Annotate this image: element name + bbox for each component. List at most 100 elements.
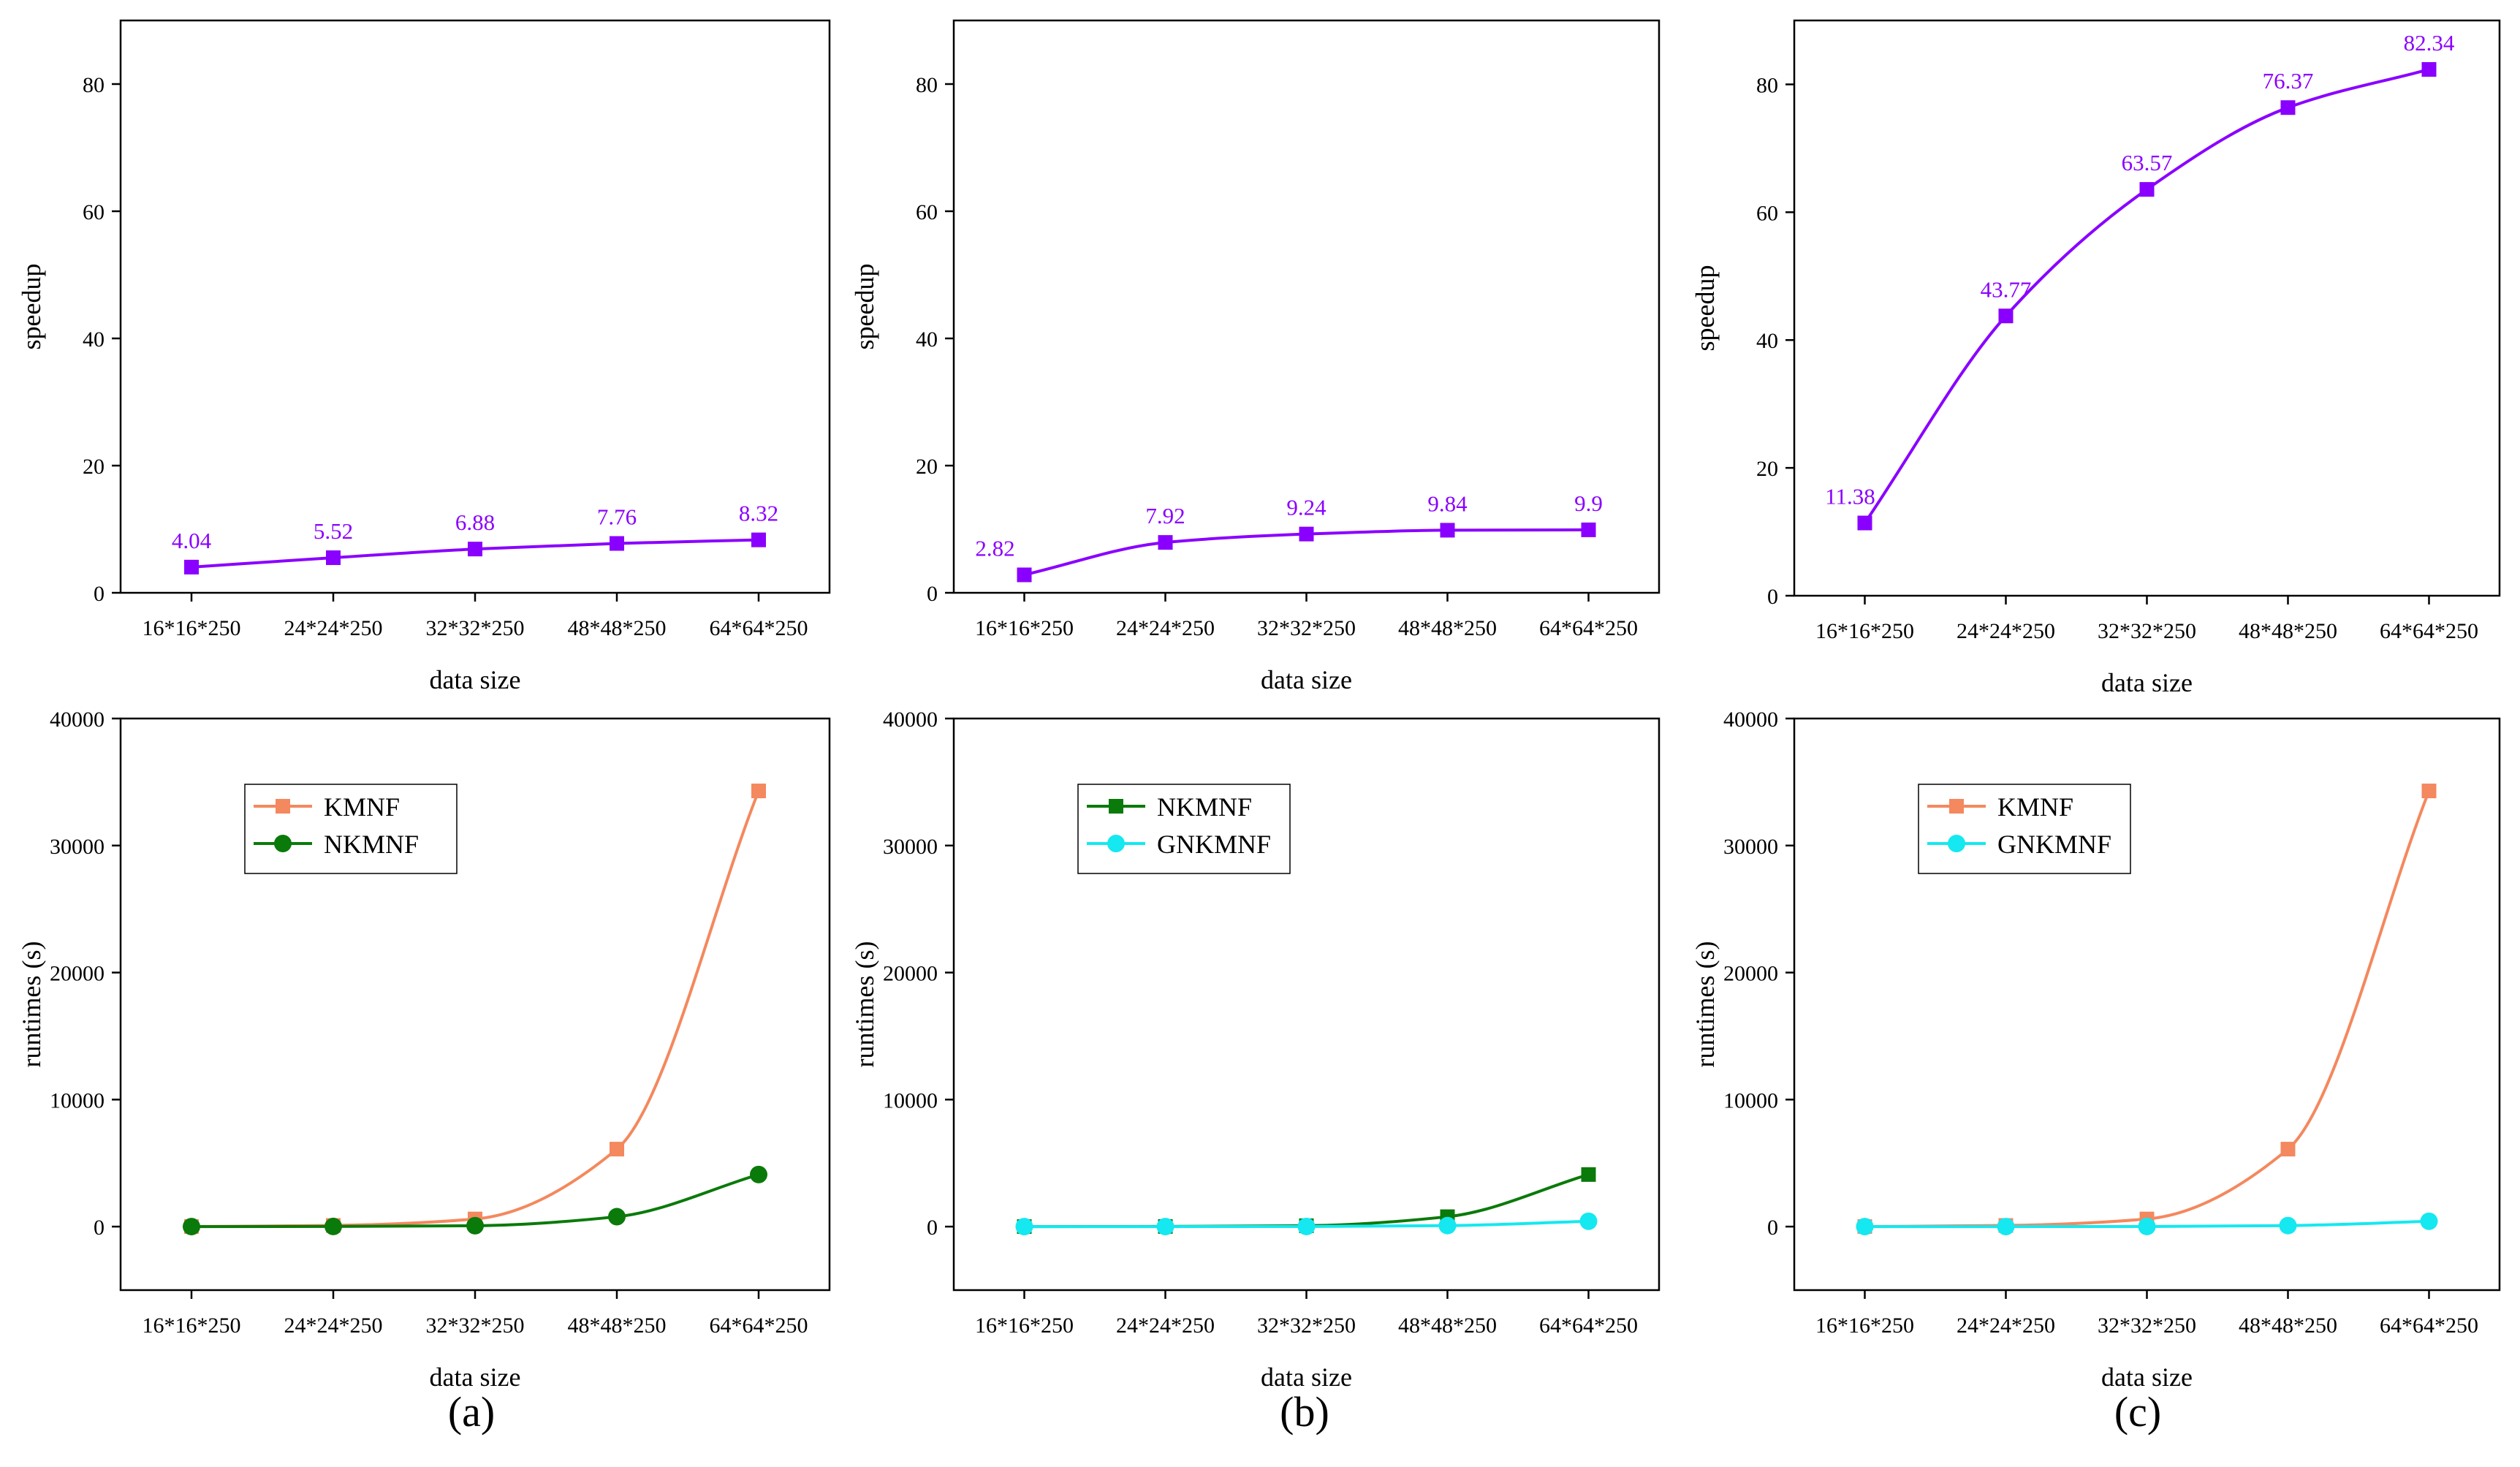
y-tick-label: 30000 (50, 835, 105, 859)
legend-label-KMNF: KMNF (324, 792, 400, 822)
x-tick-label: 16*16*250 (975, 1314, 1074, 1338)
x-tick-label: 24*24*250 (1116, 616, 1215, 640)
x-tick-label: 48*48*250 (568, 1314, 667, 1338)
NKMNF-point (325, 1217, 342, 1235)
speedup-point (184, 559, 199, 575)
x-tick-label: 16*16*250 (143, 1314, 241, 1338)
legend: KMNF GNKMNF (1918, 784, 2131, 874)
x-tick-label: 48*48*250 (2239, 619, 2337, 643)
y-tick-label: 20000 (50, 962, 105, 986)
y-axis-title: runtimes (s) (1690, 941, 1720, 1068)
data-label: 7.76 (597, 504, 637, 529)
y-tick-label: 60 (916, 200, 938, 224)
y-tick-label: 20 (83, 455, 105, 479)
x-tick-label: 64*64*250 (710, 616, 808, 640)
y-tick-label: 30000 (883, 835, 938, 859)
x-tick-label: 32*32*250 (426, 616, 525, 640)
plot-frame (1793, 19, 2501, 597)
data-label: 9.84 (1427, 490, 1468, 516)
x-tick-label: 64*64*250 (710, 1314, 808, 1338)
caption-c: (c) (2114, 1388, 2162, 1436)
x-axis-title: data size (2101, 1362, 2193, 1392)
y-tick-label: 0 (927, 582, 938, 606)
speedup-point (468, 542, 482, 557)
y-tick-label: 20 (1756, 457, 1778, 481)
data-label: 8.32 (739, 501, 778, 526)
NKMNF-point (750, 1165, 767, 1183)
KMNF-point (2421, 784, 2437, 799)
x-axis-title: data size (1261, 665, 1352, 694)
y-tick-label: 20000 (883, 962, 938, 986)
data-label: 5.52 (314, 518, 353, 544)
speedup-point (2280, 100, 2296, 115)
GNKMNF-point (1156, 1218, 1174, 1236)
data-label: 76.37 (2263, 68, 2314, 94)
plot-frame (952, 717, 1661, 1292)
x-axis-title: data size (430, 665, 521, 694)
y-tick-label: 40000 (1723, 708, 1778, 732)
chart-b-top: 0 20 40 60 80 16*16*250 24*24*250 32*32*250 48*4… (850, 19, 1661, 694)
y-tick-label: 60 (83, 200, 105, 224)
x-tick-label: 48*48*250 (2239, 1314, 2337, 1338)
KMNF-point (2280, 1142, 2296, 1157)
legend-marker-NKMNF (1109, 799, 1123, 814)
y-axis-title: speedup (850, 264, 879, 350)
KMNF-point (610, 1142, 624, 1157)
GNKMNF-point (1856, 1218, 1874, 1236)
GNKMNF-point (2420, 1212, 2438, 1230)
legend-marker-KMNF (276, 799, 290, 814)
NKMNF-point (608, 1208, 626, 1226)
legend-marker-KMNF (1949, 799, 1964, 814)
x-tick-label: 24*24*250 (284, 1314, 383, 1338)
y-tick-label: 40 (916, 327, 938, 352)
x-tick-label: 48*48*250 (1398, 616, 1497, 640)
data-label: 6.88 (455, 509, 495, 535)
x-tick-label: 64*64*250 (1539, 616, 1638, 640)
legend: KMNF NKMNF (244, 784, 458, 874)
x-axis-title: data size (430, 1362, 521, 1392)
y-axis-title: runtimes (s) (17, 941, 46, 1068)
x-tick-label: 32*32*250 (426, 1314, 525, 1338)
y-tick-label: 10000 (50, 1088, 105, 1112)
chart-c-top: 0 20 40 60 80 16*16*250 24*24*250 32*32*250 48*4… (1690, 19, 2501, 697)
y-tick-label: 80 (83, 73, 105, 97)
speedup-point (2421, 61, 2437, 77)
x-tick-label: 24*24*250 (1957, 1314, 2055, 1338)
speedup-point (610, 536, 624, 551)
caption-b: (b) (1280, 1388, 1329, 1436)
GNKMNF-point (1579, 1212, 1598, 1230)
x-tick-label: 64*64*250 (1539, 1314, 1638, 1338)
NKMNF-point (183, 1218, 200, 1236)
data-label: 43.77 (1981, 276, 2032, 302)
x-axis-title: data size (1261, 1362, 1352, 1392)
y-tick-label: 10000 (1723, 1088, 1778, 1112)
legend-label-GNKMNF: GNKMNF (1997, 830, 2111, 859)
y-tick-label: 0 (927, 1216, 938, 1240)
legend-label-NKMNF: NKMNF (324, 830, 419, 859)
data-label: 9.9 (1574, 490, 1603, 516)
chart-b-bottom: 0 10000 20000 30000 40000 16*16*250 24*24*250 3… (850, 708, 1661, 1392)
legend-label-KMNF: KMNF (1997, 792, 2073, 822)
speedup-point (1158, 535, 1173, 550)
y-axis-title: speedup (1690, 265, 1720, 352)
NKMNF-point (466, 1216, 484, 1235)
legend-label-NKMNF: NKMNF (1157, 792, 1252, 822)
x-tick-label: 24*24*250 (284, 616, 383, 640)
KMNF-point (751, 784, 766, 799)
y-tick-label: 0 (1767, 1216, 1778, 1240)
GNKMNF-point (1297, 1217, 1316, 1235)
data-label: 82.34 (2404, 30, 2455, 56)
legend-marker-GNKMNF (1948, 835, 1965, 852)
GNKMNF-point (1015, 1218, 1033, 1236)
data-label: 63.57 (2122, 150, 2173, 175)
plot-frame (119, 717, 831, 1292)
speedup-point (1857, 515, 1872, 531)
speedup-point (751, 532, 766, 547)
y-tick-label: 80 (916, 73, 938, 97)
data-label: 2.82 (975, 535, 1014, 561)
y-tick-label: 20000 (1723, 962, 1778, 986)
series-line-speedup (1863, 68, 2430, 524)
x-tick-label: 16*16*250 (975, 616, 1074, 640)
chart-c-bottom: 0 10000 20000 30000 40000 16*16*250 24*24*250 3… (1690, 708, 2501, 1392)
